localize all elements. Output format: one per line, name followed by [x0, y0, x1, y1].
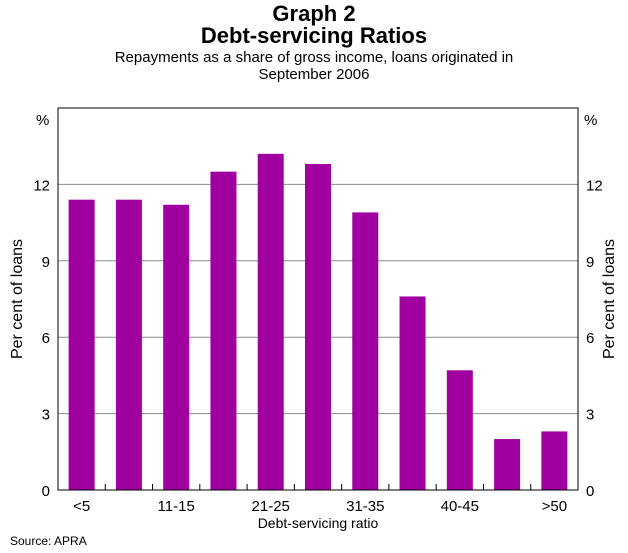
chart-title-line1: Graph 2	[272, 1, 356, 26]
bar	[115, 199, 142, 490]
y-tick-label-right: 0	[586, 483, 594, 500]
bar	[446, 370, 473, 490]
y-tick-label-left: 0	[42, 483, 50, 500]
bar	[352, 212, 379, 490]
y-tick-label-right: 6	[586, 330, 594, 347]
chart-subtitle-line1: Repayments as a share of gross income, l…	[114, 49, 514, 66]
y-tick-label-left: 9	[42, 254, 50, 271]
bar	[163, 204, 190, 491]
y-tick-label-left: 6	[42, 330, 50, 347]
bar	[305, 164, 331, 490]
bar	[541, 431, 568, 490]
bar	[494, 439, 521, 490]
chart-subtitle-line2: September 2006	[258, 66, 370, 83]
x-tick-label: 11-15	[158, 498, 195, 515]
unit-label-right: %	[584, 112, 597, 129]
y-axis-title-left: Per cent of loans	[9, 239, 26, 359]
y-axis-title-right: Per cent of loans	[601, 239, 618, 359]
source-note: Source: APRA	[10, 534, 87, 548]
bar	[257, 153, 284, 490]
unit-label-left: %	[36, 112, 49, 129]
x-tick-label: 31-35	[346, 498, 384, 515]
x-tick-label: <5	[73, 498, 90, 515]
bar	[210, 171, 237, 490]
plot-frame	[57, 107, 579, 491]
y-tick-label-right: 3	[586, 407, 594, 424]
x-tick-label: 21-25	[252, 498, 290, 515]
chart-title-line2: Debt-servicing Ratios	[200, 23, 428, 48]
x-tick-label: 40-45	[441, 498, 479, 515]
y-tick-label-left: 12	[33, 177, 50, 194]
y-tick-label-right: 9	[586, 254, 594, 271]
y-tick-label-right: 12	[586, 177, 603, 194]
x-axis-title: Debt-servicing ratio	[258, 515, 379, 531]
bar	[399, 296, 426, 490]
bar	[68, 199, 95, 490]
x-tick-label: >50	[542, 498, 567, 515]
y-tick-label-left: 3	[42, 407, 50, 424]
